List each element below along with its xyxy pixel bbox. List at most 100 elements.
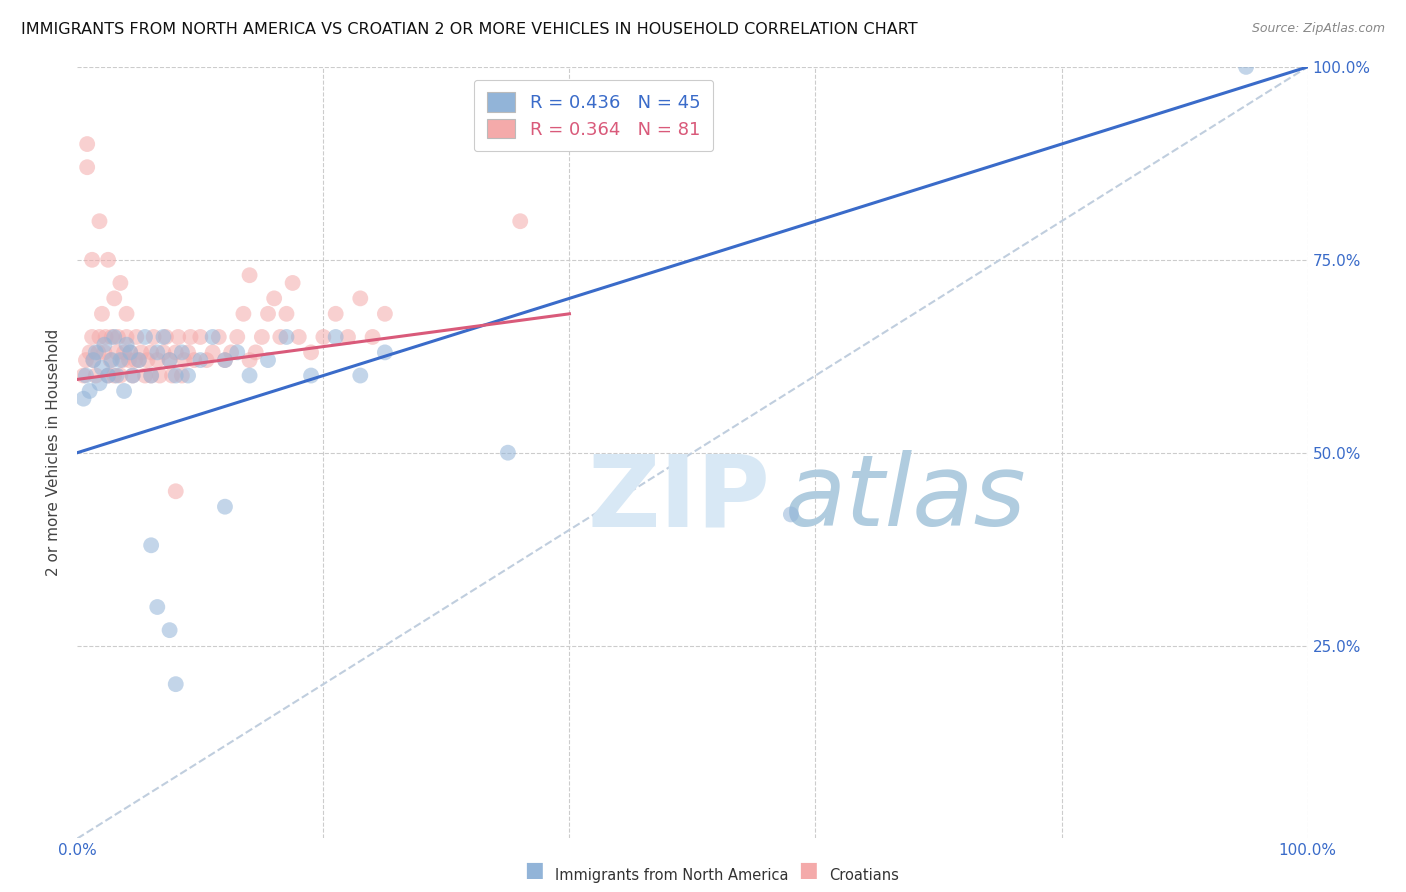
Point: [105, 368, 128, 383]
Point: [257, 307, 280, 321]
Point: [152, 330, 174, 344]
Point: [214, 353, 236, 368]
Point: [115, 330, 138, 344]
Point: [97, 368, 120, 383]
Point: [214, 500, 236, 514]
Legend: R = 0.436   N = 45, R = 0.364   N = 81: R = 0.436 N = 45, R = 0.364 N = 81: [474, 79, 713, 151]
Point: [165, 484, 187, 499]
Point: [496, 446, 519, 460]
Point: [146, 353, 169, 368]
Point: [188, 330, 212, 344]
Point: [72, 368, 94, 383]
Point: [201, 330, 224, 344]
Point: [89, 214, 111, 228]
Point: [349, 368, 371, 383]
Point: [159, 353, 181, 368]
Point: [160, 368, 183, 383]
Point: [170, 345, 193, 359]
Point: [226, 330, 249, 344]
Point: [195, 353, 218, 368]
Point: [219, 345, 242, 359]
Point: [110, 353, 132, 368]
Point: [141, 345, 163, 359]
Point: [299, 345, 322, 359]
Point: [107, 330, 129, 344]
Point: [141, 368, 163, 383]
Point: [155, 330, 177, 344]
Point: [257, 353, 280, 368]
Point: [170, 368, 193, 383]
Point: [374, 307, 396, 321]
Point: [72, 392, 94, 406]
Y-axis label: 2 or more Vehicles in Household: 2 or more Vehicles in Household: [46, 329, 62, 576]
Point: [121, 368, 143, 383]
Point: [165, 677, 187, 691]
Point: [79, 345, 101, 359]
Point: [125, 330, 148, 344]
Text: ZIP: ZIP: [588, 450, 770, 548]
Point: [509, 214, 531, 228]
Point: [239, 353, 262, 368]
Point: [263, 291, 285, 305]
Point: [299, 368, 322, 383]
Point: [103, 368, 125, 383]
Point: [82, 353, 104, 368]
Point: [97, 368, 120, 383]
Point: [90, 360, 114, 375]
Point: [183, 353, 205, 368]
Point: [159, 353, 181, 368]
Point: [146, 599, 169, 614]
Text: ■: ■: [799, 860, 818, 880]
Point: [226, 345, 249, 359]
Point: [239, 268, 262, 283]
Point: [82, 330, 104, 344]
Point: [173, 353, 195, 368]
Point: [100, 353, 122, 368]
Point: [141, 368, 163, 383]
Point: [269, 330, 291, 344]
Text: Croatians: Croatians: [830, 869, 900, 883]
Point: [97, 252, 120, 267]
Point: [201, 345, 224, 359]
Point: [780, 508, 803, 522]
Point: [84, 345, 107, 359]
Point: [120, 345, 142, 359]
Point: [90, 307, 114, 321]
Point: [180, 330, 202, 344]
Point: [82, 252, 104, 267]
Point: [239, 368, 262, 383]
Point: [152, 345, 174, 359]
Point: [325, 330, 347, 344]
Point: [115, 307, 138, 321]
Point: [101, 353, 124, 368]
Point: [208, 330, 231, 344]
Point: [250, 330, 273, 344]
Point: [84, 368, 107, 383]
Point: [112, 384, 135, 398]
Point: [93, 345, 115, 359]
Point: [136, 353, 159, 368]
Point: [103, 330, 125, 344]
Point: [165, 368, 187, 383]
Point: [124, 353, 146, 368]
Point: [89, 376, 111, 391]
Point: [134, 330, 156, 344]
Point: [142, 330, 165, 344]
Text: atlas: atlas: [785, 450, 1026, 548]
Point: [93, 337, 115, 351]
Point: [76, 160, 98, 174]
Point: [115, 337, 138, 351]
Text: Source: ZipAtlas.com: Source: ZipAtlas.com: [1251, 22, 1385, 36]
Point: [167, 330, 190, 344]
Point: [337, 330, 360, 344]
Point: [232, 307, 254, 321]
Point: [129, 345, 153, 359]
Point: [82, 353, 104, 368]
Point: [146, 345, 169, 359]
Point: [75, 368, 97, 383]
Point: [149, 368, 172, 383]
Point: [159, 623, 181, 637]
Point: [1234, 60, 1257, 74]
Point: [89, 330, 111, 344]
Point: [120, 345, 142, 359]
